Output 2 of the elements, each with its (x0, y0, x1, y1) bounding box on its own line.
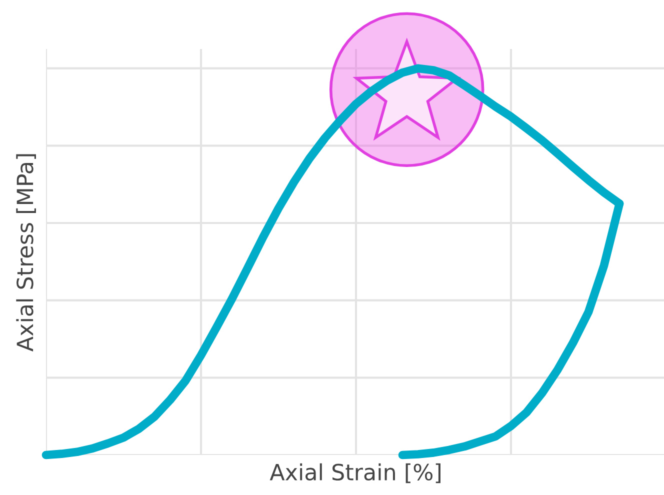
x-axis-title: Axial Strain [%] (270, 463, 440, 484)
y-axis-title: Axial Stress [MPa] (16, 154, 36, 352)
